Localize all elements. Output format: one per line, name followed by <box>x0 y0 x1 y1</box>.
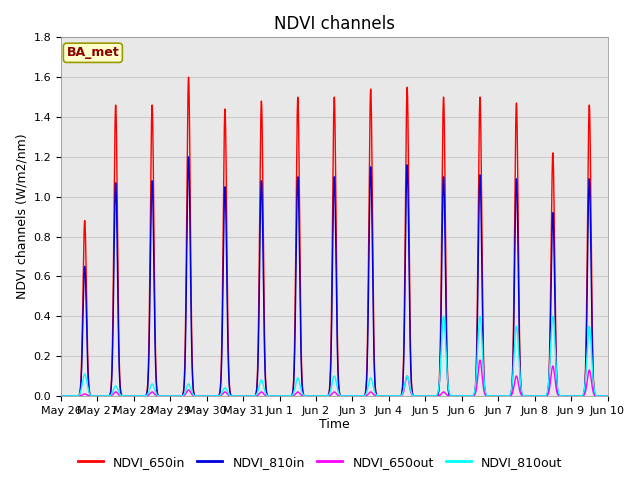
X-axis label: Time: Time <box>319 419 349 432</box>
NDVI_650in <box>57 393 65 399</box>
NDVI_650in <box>490 393 497 399</box>
NDVI_650out <box>57 393 65 399</box>
NDVI_810out <box>428 393 435 399</box>
NDVI_650out <box>428 393 435 399</box>
NDVI_650in <box>428 393 435 399</box>
NDVI_810in <box>428 393 435 399</box>
NDVI_810in <box>57 393 65 399</box>
NDVI_650in <box>402 142 410 147</box>
NDVI_810out <box>520 393 528 398</box>
NDVI_650in <box>268 393 276 399</box>
NDVI_650out <box>476 357 484 363</box>
NDVI_810out <box>268 393 276 399</box>
Line: NDVI_650in: NDVI_650in <box>61 77 640 396</box>
Text: BA_met: BA_met <box>67 46 119 60</box>
NDVI_810in <box>268 393 276 399</box>
NDVI_810out <box>490 393 497 399</box>
NDVI_810in <box>185 154 193 160</box>
NDVI_810out <box>57 393 65 399</box>
NDVI_650in <box>185 74 193 80</box>
Legend: NDVI_650in, NDVI_810in, NDVI_650out, NDVI_810out: NDVI_650in, NDVI_810in, NDVI_650out, NDV… <box>72 451 568 474</box>
NDVI_650out <box>520 393 528 399</box>
NDVI_810in <box>520 393 528 399</box>
NDVI_650out <box>402 376 410 382</box>
NDVI_810out <box>622 307 630 313</box>
NDVI_810in <box>86 392 94 398</box>
Line: NDVI_810in: NDVI_810in <box>61 157 640 396</box>
Y-axis label: NDVI channels (W/m2/nm): NDVI channels (W/m2/nm) <box>15 134 28 300</box>
NDVI_810in <box>490 393 497 399</box>
Line: NDVI_650out: NDVI_650out <box>61 360 640 396</box>
NDVI_810out <box>402 376 410 382</box>
NDVI_810in <box>402 205 410 211</box>
NDVI_650in <box>86 392 94 398</box>
Line: NDVI_810out: NDVI_810out <box>61 310 640 396</box>
Title: NDVI channels: NDVI channels <box>274 15 395 33</box>
NDVI_810out <box>86 392 94 398</box>
NDVI_650out <box>490 393 497 399</box>
NDVI_650out <box>268 393 276 399</box>
NDVI_650out <box>86 393 94 399</box>
NDVI_650in <box>520 393 528 399</box>
